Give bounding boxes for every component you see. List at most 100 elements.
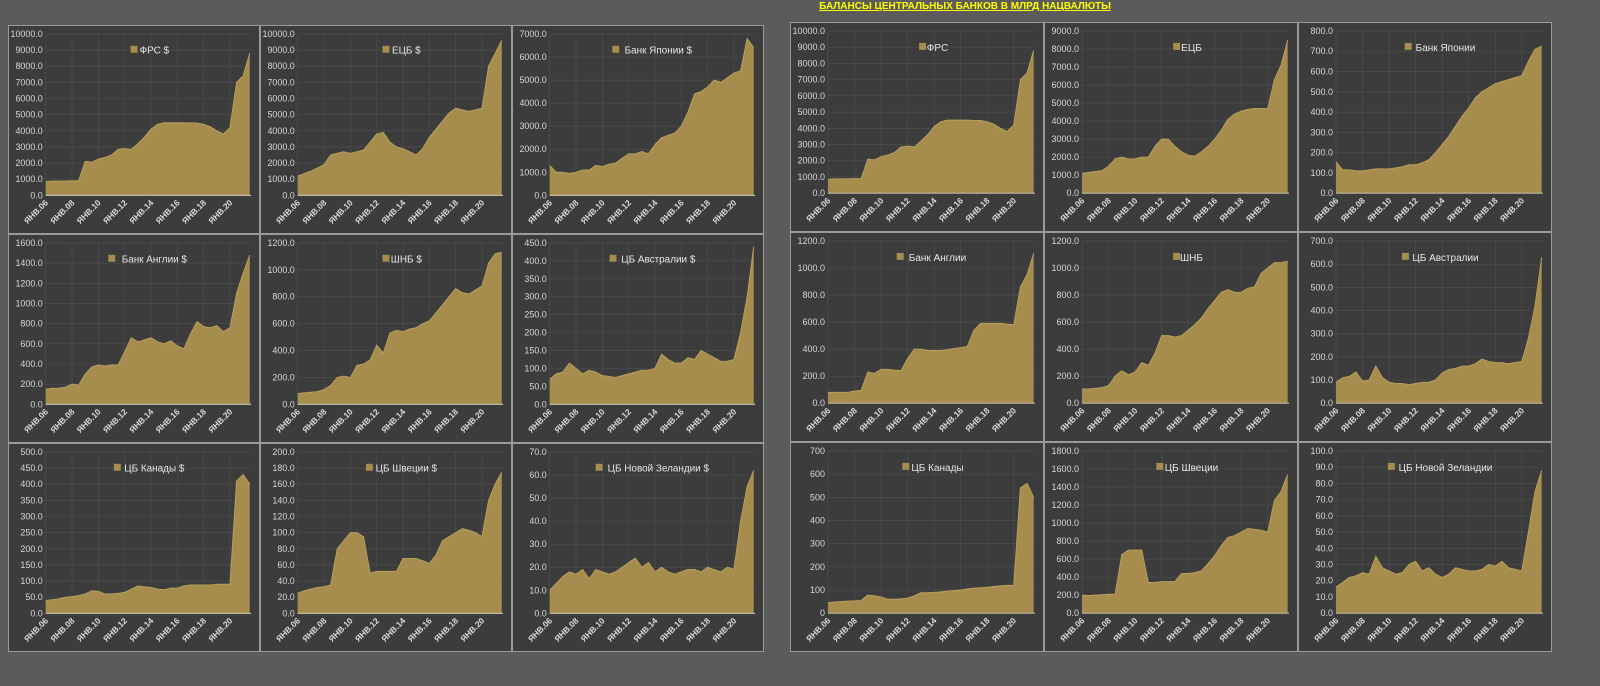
y-tick-label: 4000.0 [267,126,294,136]
y-tick-label: 1200.0 [1051,236,1079,246]
x-tick-label: ЯНВ.12 [101,197,129,225]
y-tick-label: 6000.0 [267,93,294,103]
x-tick-label: ЯНВ.14 [127,615,155,643]
x-tick-label: ЯНВ.10 [327,406,355,434]
y-tick-label: 2000.0 [797,156,825,166]
x-tick-label: ЯНВ.06 [526,197,554,225]
y-tick-label: 4000.0 [1051,116,1079,126]
y-tick-label: 500.0 [20,447,42,457]
chart-panel: 0.0 1000.0 2000.0 3000.0 4000.0 5000.0 6000.0 7… [512,25,764,234]
x-tick-label: ЯНВ.06 [804,615,833,643]
x-tick-label: ЯНВ.12 [1138,615,1167,643]
x-tick-label: ЯНВ.06 [22,615,50,643]
x-tick-label: ЯНВ.12 [605,406,633,434]
area-chart: 0.0 1000.0 2000.0 3000.0 4000.0 5000.0 6000.0 7… [263,29,504,226]
y-tick-label: 1200.0 [15,278,42,288]
chart-panel: 0.0 200.0 400.0 600.0 800.0 1000.0 1200.0 ЯНВ.0… [790,232,1044,442]
x-tick-label: ЯНВ.20 [710,406,738,434]
chart-panel: 0 100 200 300 400 500 600 700 ЯНВ.06 ЯНВ.08 ЯНВ.10… [790,442,1044,652]
x-tick-label: ЯНВ.14 [1164,195,1193,223]
y-tick-label: 5000.0 [797,107,825,117]
y-tick-label: 5000.0 [267,110,294,120]
x-tick-label: ЯНВ.18 [1471,615,1500,643]
y-tick-label: 8000.0 [797,58,825,68]
series-line [297,251,502,395]
chart-panel: 0.0 1000.0 2000.0 3000.0 4000.0 5000.0 6000.0 7… [790,22,1044,232]
y-tick-label: 200.0 [524,328,546,338]
series-line [297,471,503,594]
y-tick-label: 800.0 [1310,26,1333,36]
y-tick-label: 200.0 [272,372,294,382]
y-tick-label: 1000.0 [797,263,825,273]
y-tick-label: 8000.0 [1051,44,1079,54]
x-tick-label: ЯНВ.10 [1365,405,1394,433]
area-chart: 0.0 20.0 40.0 60.0 80.0 100.0 120.0 140.0 160.0 1… [272,447,504,644]
area-series [297,472,502,614]
x-tick-label: ЯНВ.18 [180,197,208,225]
area-chart: 0.0 200.0 400.0 600.0 800.0 1000.0 1200.0 1400.… [1051,446,1289,644]
y-tick-label: 7000.0 [15,77,42,87]
x-tick-label: ЯНВ.18 [1471,405,1500,433]
x-tick-label: ЯНВ.06 [1312,615,1341,643]
x-tick-label: ЯНВ.10 [857,195,886,223]
x-tick-label: ЯНВ.06 [22,406,50,434]
legend-swatch [365,463,373,471]
y-tick-label: 60.0 [277,560,294,570]
y-tick-label: 0.0 [1067,398,1080,408]
y-tick-label: 500 [810,492,825,502]
x-tick-label: ЯНВ.18 [1471,195,1500,223]
y-tick-label: 1000.0 [1051,170,1079,180]
x-tick-label: ЯНВ.12 [101,615,129,643]
x-tick-label: ЯНВ.10 [1111,615,1140,643]
legend-label: ШНБ [1180,253,1203,264]
y-tick-label: 1000.0 [1051,518,1079,528]
x-tick-label: ЯНВ.06 [1058,195,1087,223]
y-tick-label: 2000.0 [15,158,42,168]
y-tick-label: 800.0 [1056,290,1079,300]
area-chart: 0.0 1000.0 2000.0 3000.0 4000.0 5000.0 6000.0 7… [1051,26,1289,224]
x-tick-label: ЯНВ.20 [1498,405,1527,433]
series-line [1335,45,1542,172]
x-tick-label: ЯНВ.12 [1392,405,1421,433]
y-tick-label: 1000.0 [519,167,546,177]
x-tick-label: ЯНВ.14 [379,197,407,225]
x-tick-label: ЯНВ.12 [353,615,381,643]
legend-swatch [382,254,390,262]
y-tick-label: 600 [810,469,825,479]
y-tick-label: 1400.0 [1051,482,1079,492]
y-tick-label: 800.0 [272,292,294,302]
x-tick-label: ЯНВ.14 [127,406,155,434]
legend-swatch [1401,252,1409,260]
x-tick-label: ЯНВ.16 [406,406,434,434]
y-tick-label: 7000.0 [519,29,546,39]
y-tick-label: 1200.0 [1051,500,1079,510]
x-tick-label: ЯНВ.06 [1312,195,1341,223]
x-tick-label: ЯНВ.10 [1365,195,1394,223]
x-tick-label: ЯНВ.08 [831,195,860,223]
x-tick-label: ЯНВ.18 [432,406,460,434]
y-tick-label: 200.0 [1056,590,1079,600]
x-tick-label: ЯНВ.10 [1111,195,1140,223]
y-tick-label: 80.0 [277,544,294,554]
y-tick-label: 600.0 [802,317,825,327]
x-tick-label: ЯНВ.20 [1498,615,1527,643]
chart-panel: 0.0 10.0 20.0 30.0 40.0 50.0 60.0 70.0 ЯНВ.06 ЯНВ… [512,443,764,652]
y-tick-label: 200.0 [20,379,42,389]
y-tick-label: 350.0 [20,495,42,505]
y-tick-label: 200.0 [1310,352,1333,362]
y-tick-label: 400.0 [524,256,546,266]
legend-label: ЦБ Канады [911,463,963,474]
area-chart: 0.0 1000.0 2000.0 3000.0 4000.0 5000.0 6000.0 7… [519,29,756,226]
x-tick-label: ЯНВ.16 [154,406,182,434]
x-tick-label: ЯНВ.08 [48,615,76,643]
y-tick-label: 1600.0 [15,238,42,248]
y-tick-label: 700.0 [1310,46,1333,56]
area-series [45,474,250,614]
area-chart: 0 100 200 300 400 500 600 700 ЯНВ.06ЯНВ.08ЯНВ.10… [804,446,1035,644]
y-tick-label: 600.0 [1310,259,1333,269]
legend-label: Банк Англии [909,253,966,264]
x-tick-label: ЯНВ.16 [154,197,182,225]
series-line [549,246,755,380]
y-tick-label: 800.0 [1056,536,1079,546]
y-tick-label: 0.0 [534,190,546,200]
